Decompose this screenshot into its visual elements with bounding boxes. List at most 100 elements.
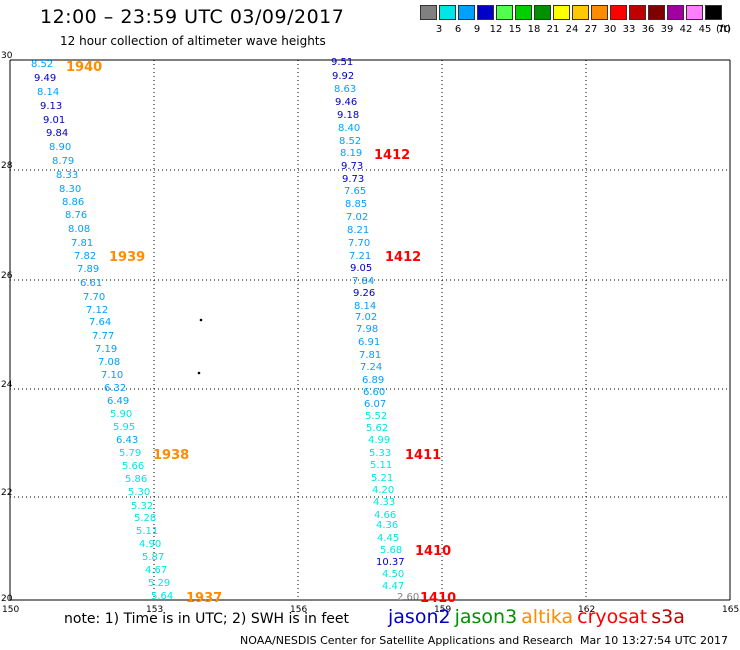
x-tick-label: 159 — [434, 605, 451, 615]
track-time-label: 1410 — [420, 591, 456, 606]
legend-label: 24 — [565, 24, 579, 35]
satellite-label: s3a — [651, 606, 685, 628]
wave-height-value: 5.33 — [369, 448, 391, 459]
wave-height-value: 4.33 — [373, 497, 395, 508]
satellite-legend: jason2 jason3 altika cryosat s3a — [388, 606, 689, 628]
wave-height-value: 6.07 — [364, 399, 386, 410]
wave-height-value: 8.86 — [62, 197, 84, 208]
wave-height-value: 7.89 — [77, 264, 99, 275]
track-time-label: 1411 — [405, 448, 441, 463]
legend-swatch — [553, 5, 570, 20]
wave-height-value: 7.84 — [352, 276, 374, 287]
wave-height-value: 4.90 — [139, 539, 161, 550]
wave-height-value: 7.98 — [356, 324, 378, 335]
wave-height-value: 7.02 — [346, 212, 368, 223]
legend-swatch — [534, 5, 551, 20]
wave-height-value: 7.24 — [360, 362, 382, 373]
legend-swatch — [648, 5, 665, 20]
wave-height-value: 5.68 — [380, 545, 402, 556]
legend-label: 12 — [489, 24, 503, 35]
satellite-label: cryosat — [577, 606, 648, 628]
y-tick-label: 22 — [1, 488, 12, 498]
wave-height-value: 5.90 — [110, 409, 132, 420]
wave-height-value: 6.49 — [107, 396, 129, 407]
legend-unit: (ft) — [716, 24, 732, 35]
wave-height-value: 5.11 — [136, 526, 158, 537]
legend-swatch — [705, 5, 722, 20]
legend-label: 45 — [698, 24, 712, 35]
y-tick-label: 28 — [1, 161, 13, 171]
wave-height-value: 9.01 — [43, 115, 65, 126]
wave-height-value: 8.52 — [31, 59, 53, 70]
wave-height-value: 9.49 — [34, 73, 56, 84]
legend-label: 33 — [622, 24, 636, 35]
wave-height-value: 9.73 — [341, 161, 363, 172]
wave-height-value: 6.60 — [363, 387, 385, 398]
x-tick-label: 162 — [578, 605, 595, 615]
wave-height-value: 7.19 — [95, 344, 117, 355]
wave-height-value: 7.02 — [355, 312, 377, 323]
wave-height-value: 7.70 — [348, 238, 370, 249]
wave-height-value: 8.33 — [56, 170, 78, 181]
wave-height-value: 4.99 — [368, 435, 390, 446]
y-tick-label: 26 — [1, 271, 13, 281]
legend-label: 15 — [508, 24, 522, 35]
legend-swatch — [686, 5, 703, 20]
wave-height-value: 8.14 — [37, 87, 59, 98]
legend-label: 3 — [435, 24, 443, 35]
wave-height-value: 5.29 — [148, 578, 170, 589]
legend-label: 39 — [660, 24, 674, 35]
wave-height-value: 6.32 — [104, 383, 126, 394]
x-tick-label: 165 — [722, 605, 739, 615]
wave-height-value: 5.52 — [365, 411, 387, 422]
page-subtitle: 12 hour collection of altimeter wave hei… — [60, 34, 326, 48]
wave-height-value: 7.70 — [83, 292, 105, 303]
wave-height-value: 7.12 — [86, 305, 108, 316]
wave-height-value: 9.46 — [335, 97, 357, 108]
legend-swatch — [439, 5, 456, 20]
wave-height-value: 8.85 — [345, 199, 367, 210]
wave-height-value: 4.20 — [372, 485, 394, 496]
legend-label: 30 — [603, 24, 617, 35]
legend-swatch — [420, 5, 437, 20]
legend-label: 6 — [454, 24, 462, 35]
wave-height-value: 6.61 — [80, 278, 102, 289]
track-time-label: 1937 — [186, 591, 222, 606]
satellite-label: jason3 — [454, 606, 518, 628]
track-time-label: 1939 — [109, 250, 145, 265]
wave-height-value: 5.30 — [128, 487, 150, 498]
footer-note: note: 1) Time is in UTC; 2) SWH is in fe… — [64, 611, 350, 627]
wave-height-value: 6.91 — [358, 337, 380, 348]
legend-swatch — [477, 5, 494, 20]
wave-height-value: 2.60 — [397, 592, 419, 603]
wave-height-value: 5.87 — [142, 552, 164, 563]
track-time-label: 1410 — [415, 544, 451, 559]
wave-height-value: 8.40 — [338, 123, 360, 134]
wave-height-value: 5.66 — [122, 461, 144, 472]
wave-height-value: 7.82 — [74, 251, 96, 262]
wave-height-value: 6.43 — [116, 435, 138, 446]
legend-label: 9 — [473, 24, 481, 35]
satellite-label: jason2 — [388, 606, 451, 628]
wave-height-value: 5.28 — [134, 513, 156, 524]
wave-height-value: 5.21 — [371, 473, 393, 484]
legend-label: 18 — [527, 24, 541, 35]
track-time-label: 1412 — [385, 250, 421, 265]
y-tick-label: 24 — [1, 380, 13, 390]
track-time-label: 1940 — [66, 60, 102, 75]
legend-swatch — [629, 5, 646, 20]
legend-swatch — [610, 5, 627, 20]
wave-height-value: 5.95 — [113, 422, 135, 433]
legend-swatch — [591, 5, 608, 20]
x-tick-label: 153 — [146, 605, 163, 615]
wave-height-value: 9.84 — [46, 128, 68, 139]
wave-height-value: 10.37 — [376, 557, 405, 568]
wave-height-value: 4.67 — [145, 565, 167, 576]
wave-height-value: 8.21 — [347, 225, 369, 236]
wave-height-value: 5.64 — [151, 591, 173, 602]
legend-swatch — [572, 5, 589, 20]
wave-height-value: 9.13 — [40, 101, 62, 112]
observation-dot — [197, 371, 201, 375]
wave-height-value: 8.19 — [340, 148, 362, 159]
y-tick-label: 20 — [1, 594, 13, 604]
